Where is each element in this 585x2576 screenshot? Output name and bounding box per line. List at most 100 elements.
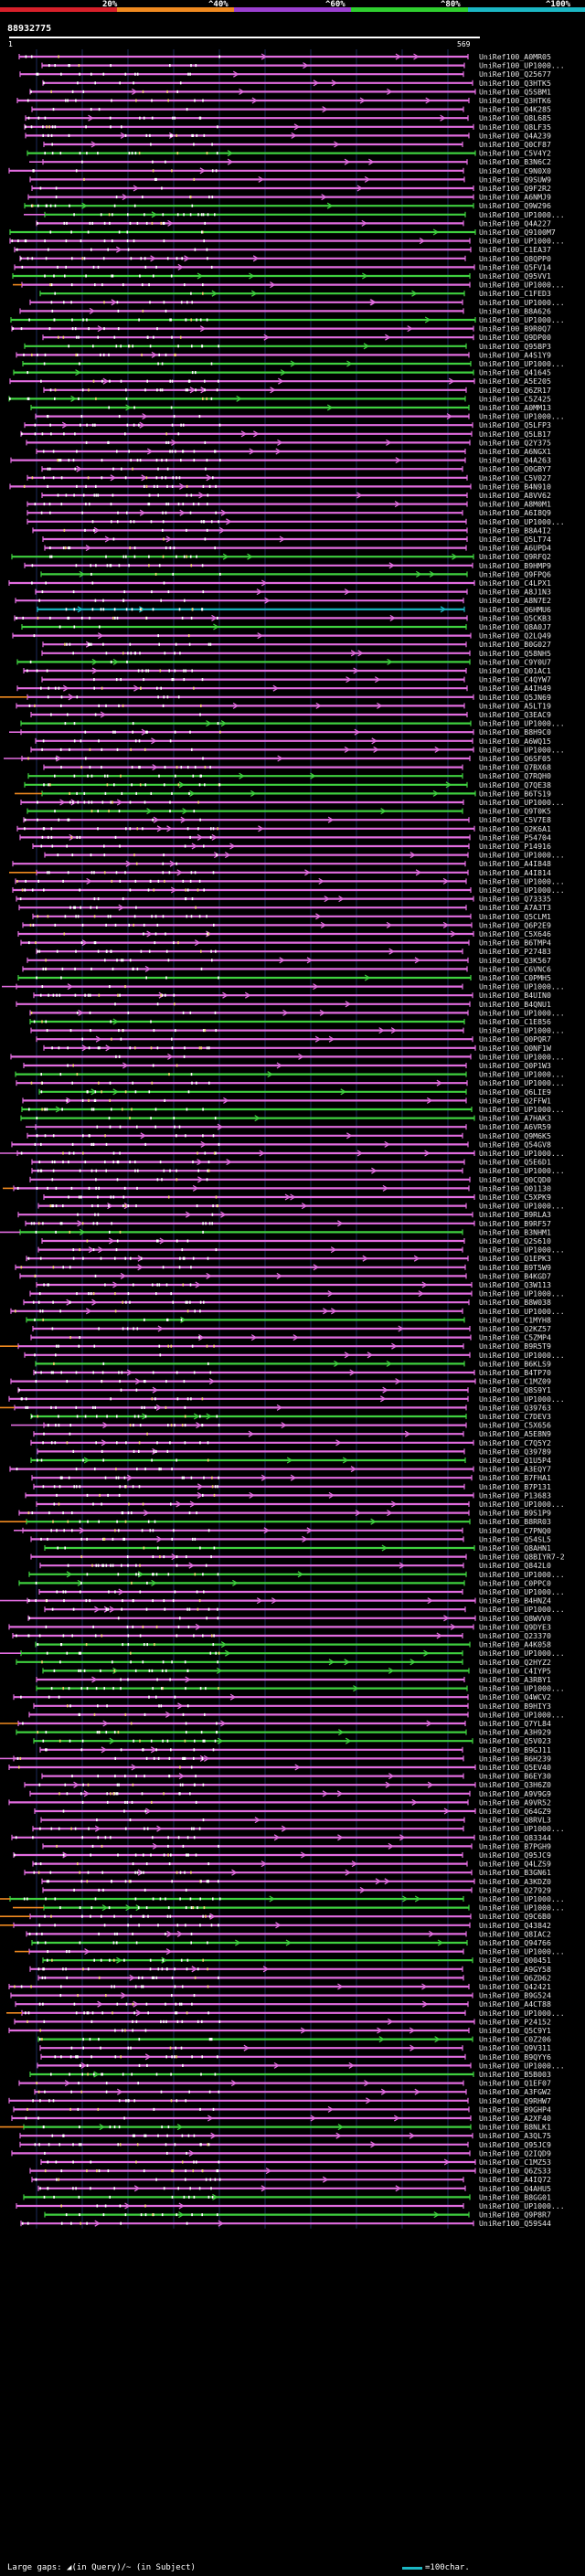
hit-row[interactable]: UniRef100_UP1000... — [37, 1246, 565, 1255]
hit-label[interactable]: UniRef100_B9GHP4 — [479, 2104, 551, 2114]
hit-label[interactable]: UniRef100_A7A3T3 — [479, 903, 551, 912]
hit-label[interactable]: UniRef100_C4QYW7 — [479, 675, 551, 684]
hit-label[interactable]: UniRef100_Q8S9Y1 — [479, 1385, 551, 1394]
hit-row[interactable]: UniRef100_Q8BIYR7-2 — [30, 1553, 565, 1562]
hit-row[interactable]: UniRef100_Q23370 — [12, 1631, 551, 1640]
hit-row[interactable]: UniRef100_UP1000... — [20, 719, 565, 728]
hit-label[interactable]: UniRef100_Q2KZ57 — [479, 1324, 551, 1333]
hit-label[interactable]: UniRef100_B3GN61 — [479, 1868, 551, 1877]
hit-row[interactable]: UniRef100_UP1000... — [24, 210, 565, 219]
hit-row[interactable]: UniRef100_Q5E6D1 — [31, 1158, 551, 1167]
hit-label[interactable]: UniRef100_C9Y0U7 — [479, 657, 551, 666]
hit-label[interactable]: UniRef100_Q3W113 — [479, 1280, 551, 1289]
hit-row[interactable]: UniRef100_Q27929 — [42, 1885, 551, 1894]
hit-row[interactable]: UniRef100_Q1EPK3 — [26, 1254, 551, 1263]
hit-row[interactable]: UniRef100_C5ZMP4 — [30, 1333, 551, 1342]
hit-label[interactable]: UniRef100_A3QL75 — [479, 2131, 551, 2140]
hit-row[interactable]: UniRef100_Q4A263 — [10, 456, 551, 465]
hit-label[interactable]: UniRef100_Q4K285 — [479, 105, 551, 114]
hit-label[interactable]: UniRef100_Q2Y375 — [479, 438, 551, 447]
hit-label[interactable]: UniRef100_Q23370 — [479, 1631, 551, 1640]
hit-row[interactable]: UniRef100_Q01AC1 — [23, 666, 551, 675]
hit-label[interactable]: UniRef100_Q2S610 — [479, 1236, 551, 1246]
hit-row[interactable]: UniRef100_UP1000... — [29, 298, 565, 307]
hit-row[interactable]: UniRef100_P14916 — [32, 842, 551, 851]
hit-row[interactable]: UniRef100_C1E856 — [29, 1017, 551, 1026]
hit-label[interactable]: UniRef100_C5X646 — [479, 929, 551, 938]
hit-label[interactable]: UniRef100_UP1000... — [479, 1394, 565, 1404]
hit-row[interactable]: UniRef100_UP1000... — [29, 1008, 565, 1017]
hit-label[interactable]: UniRef100_B6H239 — [479, 1754, 551, 1763]
hit-row[interactable]: UniRef100_B4UIN0 — [33, 991, 551, 1000]
hit-row[interactable]: UniRef100_A8J1N3 — [35, 588, 551, 597]
hit-row[interactable]: UniRef100_C5Z425 — [8, 394, 551, 403]
hit-row[interactable]: UniRef100_B9HMP9 — [24, 561, 551, 570]
hit-row[interactable]: UniRef100_B9RF57 — [25, 1219, 551, 1228]
hit-row[interactable]: UniRef100_UP1000... — [20, 798, 565, 807]
hit-row[interactable]: UniRef100_B6EY30 — [41, 1772, 551, 1781]
hit-row[interactable]: UniRef100_C5X656 — [11, 1421, 551, 1430]
hit-row[interactable]: UniRef100_Q8AHN1 — [44, 1543, 551, 1553]
hit-label[interactable]: UniRef100_Q6ZR17 — [479, 386, 551, 395]
hit-row[interactable]: UniRef100_P24152 — [14, 2017, 551, 2026]
hit-row[interactable]: UniRef100_Q73335 — [16, 895, 551, 904]
hit-row[interactable]: UniRef100_Q9P8R7 — [44, 2210, 551, 2220]
hit-row[interactable]: UniRef100_Q2FFW1 — [22, 1096, 551, 1105]
hit-label[interactable]: UniRef100_Q83344 — [479, 1833, 551, 1842]
hit-row[interactable]: UniRef100_B4KGD7 — [19, 1271, 551, 1280]
hit-label[interactable]: UniRef100_Q6SF05 — [479, 754, 551, 763]
hit-label[interactable]: UniRef100_C1MYH8 — [479, 1315, 551, 1324]
hit-label[interactable]: UniRef100_B9G524 — [479, 1991, 551, 2000]
hit-label[interactable]: UniRef100_Q5V023 — [479, 1736, 551, 1745]
hit-label[interactable]: UniRef100_Q1U5P4 — [479, 1456, 551, 1465]
hit-label[interactable]: UniRef100_B8A626 — [479, 306, 551, 315]
hit-row[interactable]: UniRef100_UP1000... — [41, 61, 565, 70]
hit-row[interactable]: UniRef100_A6VR59 — [26, 1122, 551, 1131]
hit-row[interactable]: UniRef100_B8A626 — [19, 306, 551, 315]
hit-label[interactable]: UniRef100_B8NLK1 — [479, 2123, 551, 2132]
hit-row[interactable]: UniRef100_C5V4Y2 — [27, 149, 551, 158]
hit-row[interactable]: UniRef100_A3KDZ0 — [41, 1877, 551, 1886]
hit-row[interactable]: UniRef100_A6NGX1 — [36, 447, 551, 456]
hit-row[interactable]: UniRef100_UP1000... — [15, 876, 565, 885]
hit-label[interactable]: UniRef100_Q8L685 — [479, 113, 551, 122]
hit-row[interactable]: UniRef100_Q8LF35 — [24, 122, 551, 132]
hit-row[interactable]: UniRef100_Q54SL5 — [30, 1534, 551, 1543]
hit-row[interactable]: UniRef100_Q7YL84 — [0, 1719, 551, 1728]
hit-label[interactable]: UniRef100_B8RR03 — [479, 1517, 551, 1526]
hit-label[interactable]: UniRef100_C5ZMP4 — [479, 1333, 551, 1342]
hit-label[interactable]: UniRef100_Q95JC9 — [479, 1850, 551, 1860]
hit-row[interactable]: UniRef100_Q2IQD9 — [11, 2148, 551, 2157]
hit-row[interactable]: UniRef100_Q8S9Y1 — [17, 1385, 551, 1394]
hit-label[interactable]: UniRef100_Q2HYZ2 — [479, 1658, 551, 1667]
hit-row[interactable]: UniRef100_Q842L0 — [39, 1561, 551, 1570]
hit-row[interactable]: UniRef100_Q41645 — [13, 368, 551, 377]
hit-label[interactable]: UniRef100_P14916 — [479, 842, 551, 851]
hit-label[interactable]: UniRef100_Q4A263 — [479, 456, 551, 465]
hit-row[interactable]: UniRef100_B3N6C2 — [29, 157, 551, 166]
hit-label[interactable]: UniRef100_B6KLS9 — [479, 1359, 551, 1368]
hit-label[interactable]: UniRef100_Q8AHN1 — [479, 1543, 551, 1553]
hit-row[interactable]: UniRef100_Q58NH5 — [41, 649, 551, 658]
hit-label[interactable]: UniRef100_Q4AHU5 — [479, 2184, 551, 2193]
hit-row[interactable]: UniRef100_B8GG01 — [23, 2192, 551, 2201]
hit-label[interactable]: UniRef100_B9HIY3 — [479, 1701, 551, 1711]
hit-row[interactable]: UniRef100_UP1000... — [12, 885, 565, 895]
hit-label[interactable]: UniRef100_B9GJ11 — [479, 1745, 551, 1754]
hit-row[interactable]: UniRef100_C9N0X0 — [8, 166, 551, 175]
hit-label[interactable]: UniRef100_UP1000... — [479, 298, 565, 307]
hit-row[interactable]: UniRef100_Q00451 — [42, 1956, 551, 1965]
hit-row[interactable]: UniRef100_Q3W113 — [36, 1280, 551, 1289]
hit-label[interactable]: UniRef100_A3H929 — [479, 1728, 551, 1737]
hit-row[interactable]: UniRef100_C5XPK9 — [43, 1193, 551, 1202]
hit-label[interactable]: UniRef100_Q1EPK3 — [479, 1254, 551, 1263]
hit-row[interactable]: UniRef100_P27483 — [36, 947, 551, 956]
hit-label[interactable]: UniRef100_Q0GBY7 — [479, 464, 551, 473]
hit-label[interactable]: UniRef100_B9R5T9 — [479, 1341, 551, 1351]
hit-label[interactable]: UniRef100_UP1000... — [479, 1008, 565, 1017]
hit-label[interactable]: UniRef100_Q9V311 — [479, 2043, 551, 2052]
hit-label[interactable]: UniRef100_Q39789 — [479, 1447, 551, 1456]
hit-label[interactable]: UniRef100_UP1000... — [479, 1166, 565, 1175]
hit-row[interactable]: UniRef100_A4I814 — [9, 868, 551, 877]
hit-row[interactable]: UniRef100_B8NLK1 — [0, 2123, 551, 2132]
